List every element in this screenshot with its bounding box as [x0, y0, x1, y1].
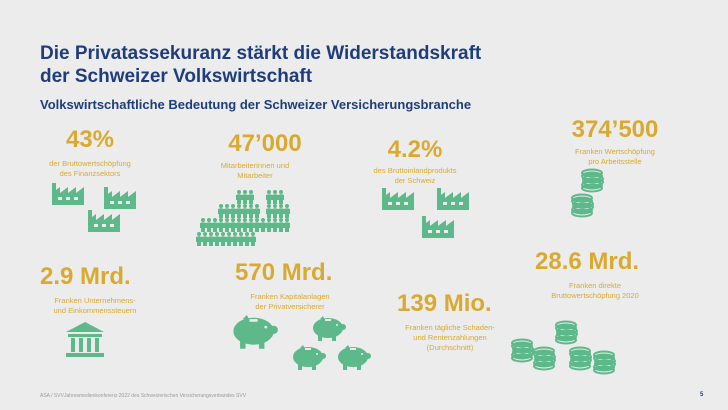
person-icon: [226, 232, 232, 246]
person-icon: [208, 232, 214, 246]
person-icon: [272, 204, 278, 218]
person-icon: [266, 190, 272, 204]
stat-caption: Mitarbeiterinnen und Mitarbeiter: [220, 161, 290, 180]
stat-value: 139 Mio.: [397, 290, 492, 317]
person-icon: [232, 232, 238, 246]
person-icon: [242, 204, 248, 218]
page-title: Die Privatassekuranz stärkt die Widersta…: [40, 43, 482, 87]
person-icon: [248, 218, 254, 232]
stat-caption: Franken Unternehmens-und Einkommenssteue…: [53, 296, 137, 315]
stat-value: 43%: [65, 126, 115, 153]
person-icon: [272, 190, 278, 204]
person-icon: [248, 204, 254, 218]
person-icon: [244, 232, 250, 246]
person-icon: [278, 218, 284, 232]
person-icon: [242, 190, 248, 204]
factory-icon: [382, 188, 469, 238]
person-icon: [236, 190, 242, 204]
person-icon: [236, 218, 242, 232]
stat-value: 570 Mrd.: [235, 259, 333, 286]
person-icon: [236, 204, 242, 218]
piggy-bank-icon: [233, 315, 371, 370]
bank-icon: [66, 322, 104, 357]
page-subtitle: Volkswirtschaftliche Bedeutung der Schwe…: [40, 97, 472, 112]
person-icon: [224, 204, 230, 218]
person-icon: [218, 204, 224, 218]
person-icon: [230, 218, 236, 232]
person-icon: [214, 232, 220, 246]
person-icon: [254, 218, 260, 232]
person-icon: [220, 232, 226, 246]
person-icon: [260, 218, 266, 232]
person-icon: [266, 218, 272, 232]
person-icon: [254, 204, 260, 218]
person-icon: [212, 218, 218, 232]
stat-caption: Franken tägliche Schaden-und Rentenzahlu…: [405, 323, 495, 352]
stat-caption: Franken Wertschöpfung pro Arbeitsstelle: [575, 147, 655, 166]
stat-caption: der Bruttowertschöpfung des Finanzsektors: [49, 159, 131, 178]
person-icon: [242, 218, 248, 232]
stat-caption: Franken direkte Bruttowertschöpfung 2020: [551, 281, 639, 300]
person-icon: [206, 218, 212, 232]
person-icon: [284, 218, 290, 232]
person-icon: [248, 190, 254, 204]
stat-caption: Franken Kapitalanlagen der Privatversiche…: [250, 292, 330, 311]
factory-icon: [52, 183, 136, 232]
person-icon: [278, 190, 284, 204]
person-icon: [196, 232, 202, 246]
stat-caption: des Bruttoinlandprodukts der Schweiz: [373, 166, 457, 185]
person-icon: [272, 218, 278, 232]
page-number: 5: [700, 392, 704, 398]
coins-icon: [572, 168, 617, 223]
person-icon: [200, 218, 206, 232]
footer-text: Jahresmedienkonferenz 2022 des Schweizer…: [64, 393, 247, 399]
person-icon: [284, 204, 290, 218]
stat-value: 4.2%: [387, 136, 443, 163]
person-icon: [218, 218, 224, 232]
person-icon: [202, 232, 208, 246]
person-icon: [230, 204, 236, 218]
person-icon: [266, 204, 272, 218]
footer-source: ASA / SVV: [40, 393, 64, 399]
coins-icon: [512, 320, 612, 380]
person-icon: [224, 218, 230, 232]
stat-value: 2.9 Mrd.: [40, 263, 131, 290]
stat-value: 28.6 Mrd.: [535, 248, 640, 275]
person-icon: [278, 204, 284, 218]
person-icon: [250, 232, 256, 246]
person-icon: [238, 232, 244, 246]
stat-value: 374’500: [571, 116, 659, 143]
people-icon: [196, 190, 290, 246]
stat-value: 47’000: [228, 130, 302, 157]
